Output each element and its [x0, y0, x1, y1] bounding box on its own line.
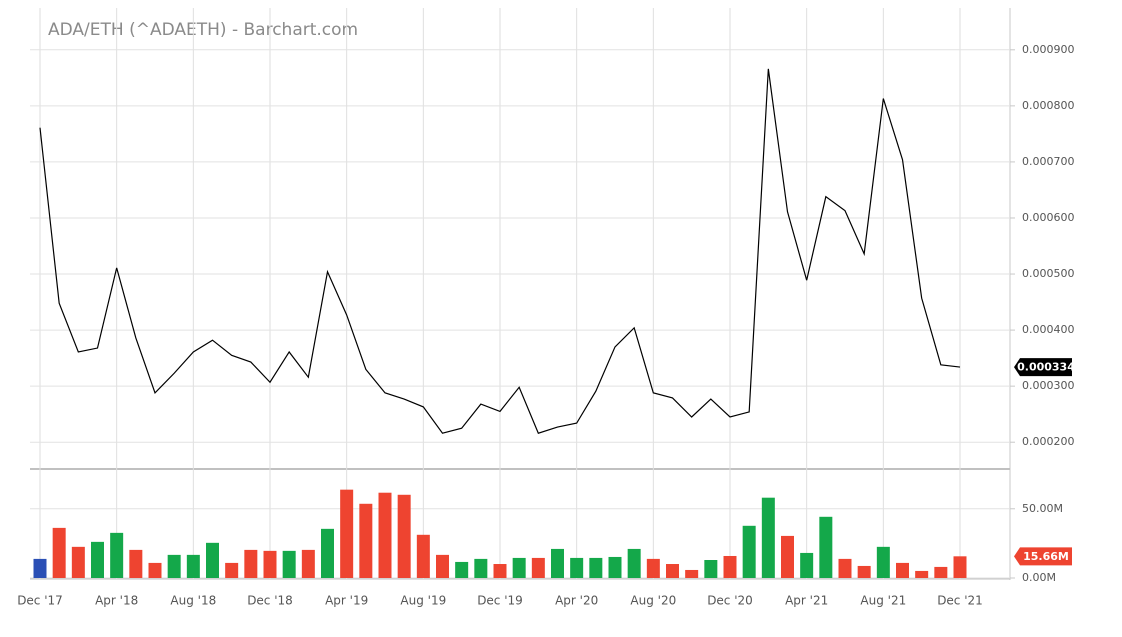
x-tick-label: Apr '21	[785, 594, 828, 608]
volume-bar	[321, 528, 334, 578]
x-tick-label: Apr '20	[555, 594, 598, 608]
volume-bar	[378, 492, 392, 578]
x-tick-label: Aug '19	[400, 594, 446, 608]
last-value-label: 15.66M	[1023, 550, 1069, 563]
volume-bar	[512, 557, 526, 578]
volume-bar	[781, 535, 794, 578]
volume-bar	[167, 554, 181, 578]
x-tick-label: Apr '18	[95, 594, 138, 608]
x-tick-label: Dec '21	[937, 594, 983, 608]
volume-bar	[474, 558, 488, 578]
x-tick-label: Dec '19	[477, 594, 523, 608]
volume-bar	[416, 534, 430, 578]
y-tick-label: 50.00M	[1022, 502, 1063, 515]
volume-bar	[148, 562, 162, 578]
volume-bar	[761, 497, 775, 578]
volume-bar	[52, 527, 66, 578]
volume-bar	[627, 548, 641, 578]
volume-bar	[91, 541, 104, 578]
last-value-label: 0.000334	[1017, 361, 1075, 374]
y-tick-label: 0.000900	[1022, 43, 1075, 56]
volume-bar	[33, 558, 47, 578]
x-tick-label: Aug '20	[630, 594, 676, 608]
volume-bar	[129, 549, 143, 578]
y-tick-label: 0.000500	[1022, 267, 1075, 280]
volume-bar	[301, 549, 315, 578]
volume-bar	[857, 565, 871, 578]
y-tick-label: 0.000800	[1022, 99, 1075, 112]
x-tick-label: Aug '21	[860, 594, 906, 608]
volume-bar	[186, 554, 200, 578]
volume-bar	[838, 558, 852, 578]
y-tick-label: 0.000300	[1022, 379, 1075, 392]
volume-bar	[455, 561, 469, 578]
volume-bar	[934, 566, 948, 578]
volume-bar	[531, 557, 545, 578]
volume-bar	[397, 494, 411, 578]
volume-bar	[359, 503, 373, 578]
volume-bar	[570, 557, 584, 578]
y-tick-label: 0.00M	[1022, 571, 1056, 584]
price-line	[39, 68, 961, 434]
y-tick-label: 0.000400	[1022, 323, 1075, 336]
volume-bar	[876, 546, 890, 578]
volume-bar	[723, 555, 737, 578]
volume-bar	[436, 554, 449, 578]
x-tick-label: Dec '20	[707, 594, 753, 608]
volume-bar	[800, 552, 814, 578]
volume-bar	[953, 556, 967, 578]
volume-bar	[742, 525, 756, 578]
y-tick-label: 0.000600	[1022, 211, 1075, 224]
volume-bar	[646, 558, 660, 578]
volume-bar	[225, 562, 239, 578]
volume-bar	[704, 560, 718, 578]
volume-bar	[915, 570, 929, 578]
x-tick-label: Apr '19	[325, 594, 368, 608]
volume-bar	[819, 516, 833, 578]
volume-bar	[263, 550, 277, 578]
volume-bar	[340, 489, 354, 578]
volume-bar	[493, 564, 507, 578]
volume-bar	[71, 546, 85, 578]
y-tick-label: 0.000200	[1022, 435, 1075, 448]
x-tick-label: Dec '18	[247, 594, 293, 608]
volume-bar	[666, 564, 679, 578]
volume-bar	[206, 542, 219, 578]
volume-bar	[685, 569, 699, 578]
volume-bar	[589, 557, 603, 578]
volume-bar	[551, 548, 564, 578]
volume-bar	[244, 549, 258, 578]
x-tick-label: Aug '18	[170, 594, 216, 608]
last-value-badge	[1014, 358, 1072, 377]
volume-bar	[608, 556, 622, 578]
volume-bar	[896, 562, 909, 578]
volume-bar	[282, 550, 296, 578]
volume-bar	[110, 532, 124, 578]
y-tick-label: 0.000700	[1022, 155, 1075, 168]
chart-title: ADA/ETH (^ADAETH) - Barchart.com	[48, 20, 358, 40]
x-tick-label: Dec '17	[17, 594, 63, 608]
last-value-badge	[1014, 547, 1072, 566]
